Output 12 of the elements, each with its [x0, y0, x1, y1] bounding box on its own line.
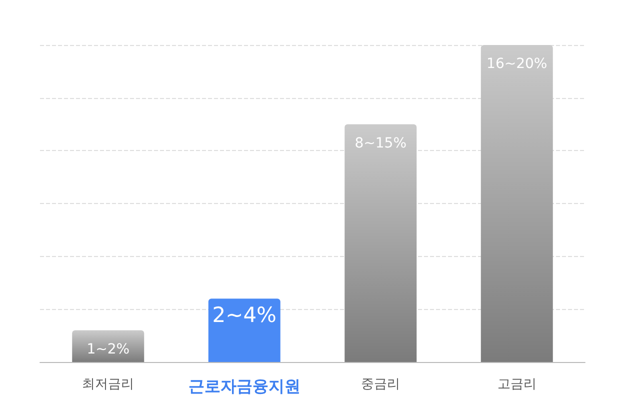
x-tick-label: 최저금리 — [82, 377, 134, 392]
x-tick-label: 고금리 — [497, 377, 536, 392]
x-tick-label: 근로자금융지원 — [188, 376, 300, 396]
data-label: 1~2% — [86, 341, 130, 358]
data-label: 8~15% — [354, 135, 407, 152]
data-label: 16~20% — [486, 56, 548, 72]
x-tick-label: 중금리 — [361, 377, 400, 392]
data-label: 2~4% — [212, 303, 277, 328]
bar — [208, 298, 280, 362]
bar — [344, 124, 417, 362]
bar — [72, 330, 144, 362]
bar — [480, 45, 553, 362]
